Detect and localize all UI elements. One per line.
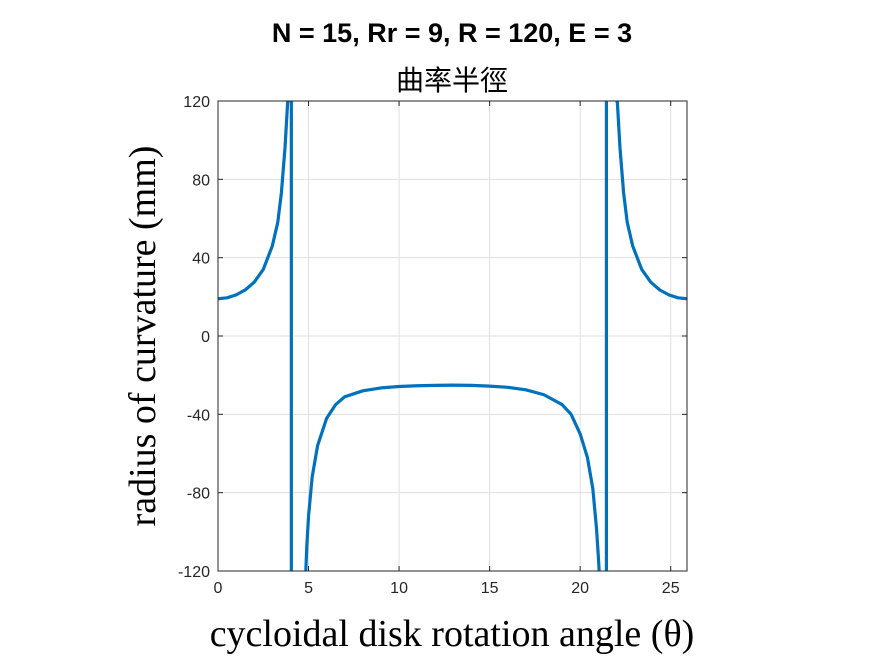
- y-tick-label: -80: [187, 486, 210, 503]
- x-tick-label: 10: [390, 580, 408, 597]
- series-line-segment-1: [218, 101, 290, 301]
- y-tick-label: -40: [187, 407, 210, 424]
- y-tick-label: 120: [183, 94, 210, 111]
- y-tick-label: -120: [178, 564, 210, 581]
- x-tick-label: 25: [662, 580, 680, 597]
- x-axis-label: cycloidal disk rotation angle (θ): [210, 613, 695, 655]
- chart-subtitle: 曲率半徑: [396, 64, 508, 97]
- x-tick-label: 5: [304, 580, 313, 597]
- ticks: 0 5 10 15 20 25 -120 -80 -40 0 40 80 120: [178, 94, 687, 597]
- plot-lines: [218, 101, 687, 571]
- series-line-segment-3: [304, 383, 601, 571]
- x-tick-label: 0: [214, 580, 223, 597]
- y-tick-label: 40: [192, 251, 210, 268]
- chart-title: N = 15, Rr = 9, R = 120, E = 3: [272, 18, 632, 48]
- y-tick-label: 0: [201, 329, 210, 346]
- y-axis-label: radius of curvature (mm): [122, 146, 164, 527]
- x-tick-label: 15: [481, 580, 499, 597]
- series-line-segment-5: [615, 101, 687, 301]
- x-tick-label: 20: [571, 580, 589, 597]
- y-tick-label: 80: [192, 172, 210, 189]
